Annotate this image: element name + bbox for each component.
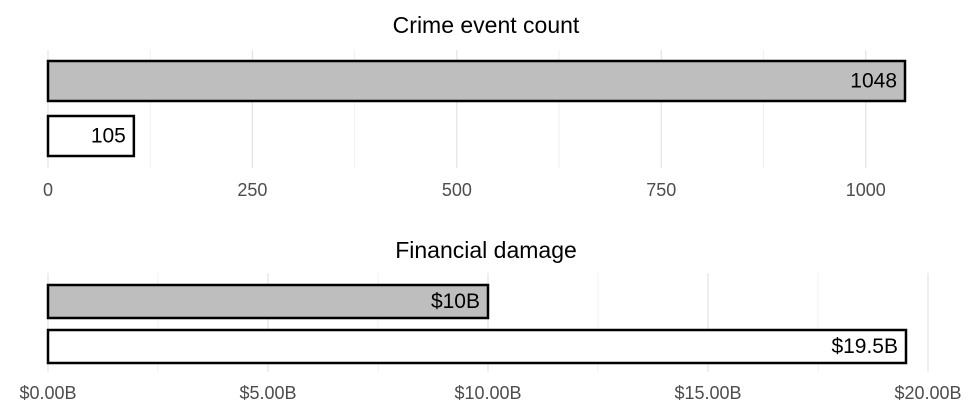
bar [46, 283, 490, 320]
value-label: 1048 [850, 70, 897, 93]
bar [46, 59, 907, 103]
value-label: $10B [431, 290, 480, 313]
x-tick-label: 750 [646, 180, 676, 200]
bar [46, 114, 136, 158]
chart-title: Financial damage [395, 237, 577, 263]
x-tick-label: $5.00B [239, 383, 296, 403]
x-tick-label: 1000 [846, 180, 886, 200]
x-tick-label: 250 [237, 180, 267, 200]
x-tick-label: $0.00B [19, 383, 76, 403]
bar [46, 328, 908, 365]
value-label: $19.5B [831, 335, 898, 358]
x-tick-label: $15.00B [674, 383, 741, 403]
x-tick-label: 0 [43, 180, 53, 200]
x-tick-label: 500 [442, 180, 472, 200]
chart-title: Crime event count [393, 12, 580, 38]
x-tick-label: $10.00B [454, 383, 521, 403]
value-label: 105 [91, 125, 126, 148]
x-tick-label: $20.00B [894, 383, 961, 403]
